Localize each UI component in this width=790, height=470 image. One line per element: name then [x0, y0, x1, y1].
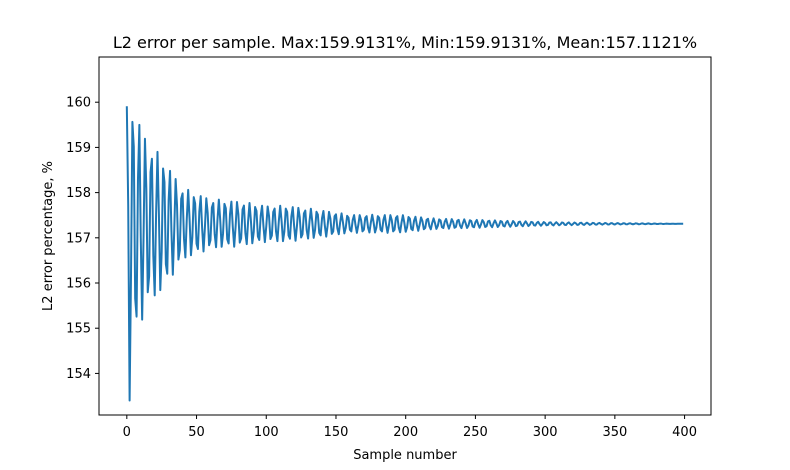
axes-frame: [98, 56, 712, 416]
y-tick-label: 156: [66, 277, 91, 292]
y-tick-label: 154: [66, 367, 91, 382]
x-tick-label: 150: [324, 425, 349, 440]
plot-area: [125, 106, 684, 402]
y-tick-label: 158: [66, 186, 91, 201]
x-tick-label: 0: [123, 425, 131, 440]
x-tick-label: 50: [188, 425, 205, 440]
y-axis: 154 155 156 157 158 159 160: [66, 96, 99, 382]
x-tick-label: 100: [254, 425, 279, 440]
x-tick-label: 200: [393, 425, 418, 440]
x-axis-label: Sample number: [353, 448, 457, 463]
x-tick-label: 300: [533, 425, 558, 440]
y-tick-label: 157: [66, 231, 91, 246]
x-tick-label: 350: [602, 425, 627, 440]
series-line: [125, 106, 684, 402]
x-axis: 0 50 100 150 200 250 300 350 400: [123, 415, 697, 440]
x-tick-label: 250: [463, 425, 488, 440]
y-tick-label: 160: [66, 96, 91, 111]
x-tick-label: 400: [672, 425, 697, 440]
y-tick-label: 155: [66, 322, 91, 337]
y-tick-label: 159: [66, 141, 91, 156]
chart-title: L2 error per sample. Max:159.9131%, Min:…: [113, 33, 697, 52]
y-axis-label: L2 error percentage, %: [41, 161, 56, 311]
